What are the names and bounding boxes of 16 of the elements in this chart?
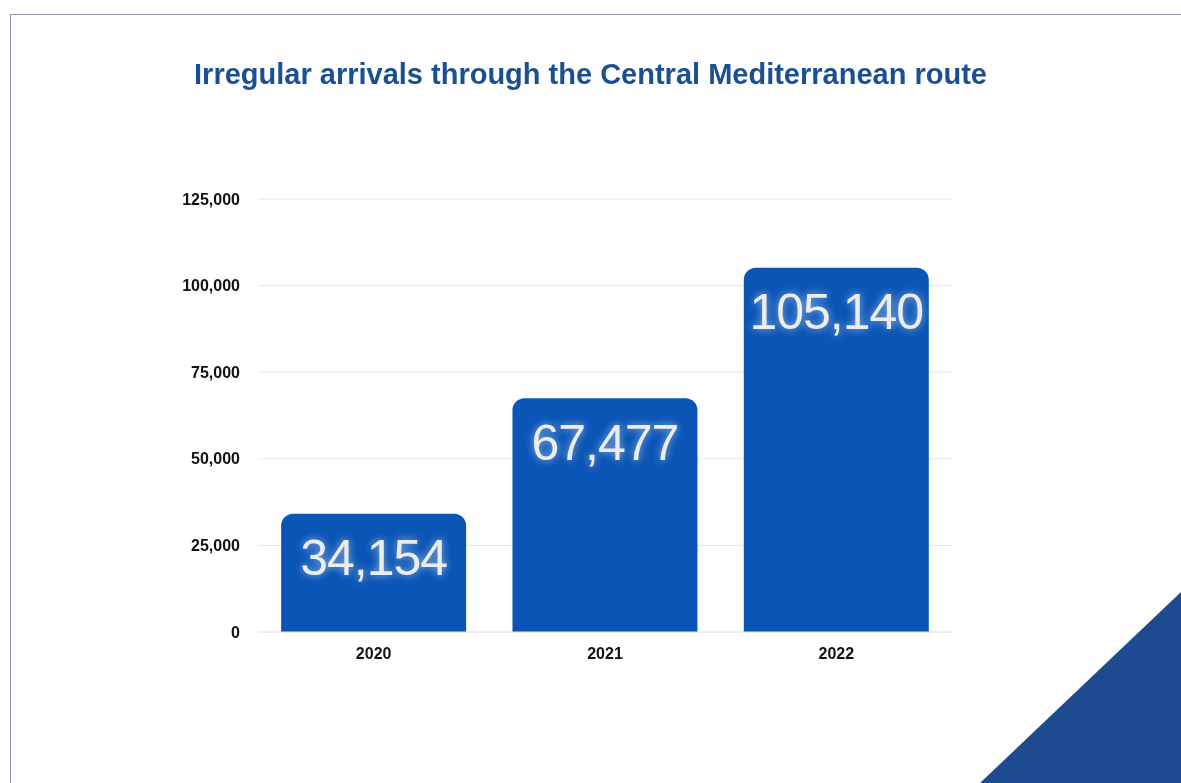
bar xyxy=(743,267,929,632)
data-label: 34,154 xyxy=(300,530,448,587)
y-tick-label: 25,000 xyxy=(191,537,241,555)
y-tick-label: 100,000 xyxy=(182,277,241,295)
bar xyxy=(512,398,698,632)
y-tick-label: 75,000 xyxy=(191,363,241,381)
chart-title: Irregular arrivals through the Central Mediterranean route xyxy=(193,58,988,91)
x-tick-label: 2021 xyxy=(587,645,623,663)
data-label: 67,477 xyxy=(531,414,679,471)
y-tick-label: 0 xyxy=(231,623,241,641)
y-tick-label: 125,000 xyxy=(182,190,241,208)
x-tick-label: 2022 xyxy=(818,645,855,663)
data-label: 105,140 xyxy=(749,284,924,341)
x-tick-label: 2020 xyxy=(355,645,392,663)
bar xyxy=(281,513,467,632)
y-tick-label: 50,000 xyxy=(191,450,241,468)
